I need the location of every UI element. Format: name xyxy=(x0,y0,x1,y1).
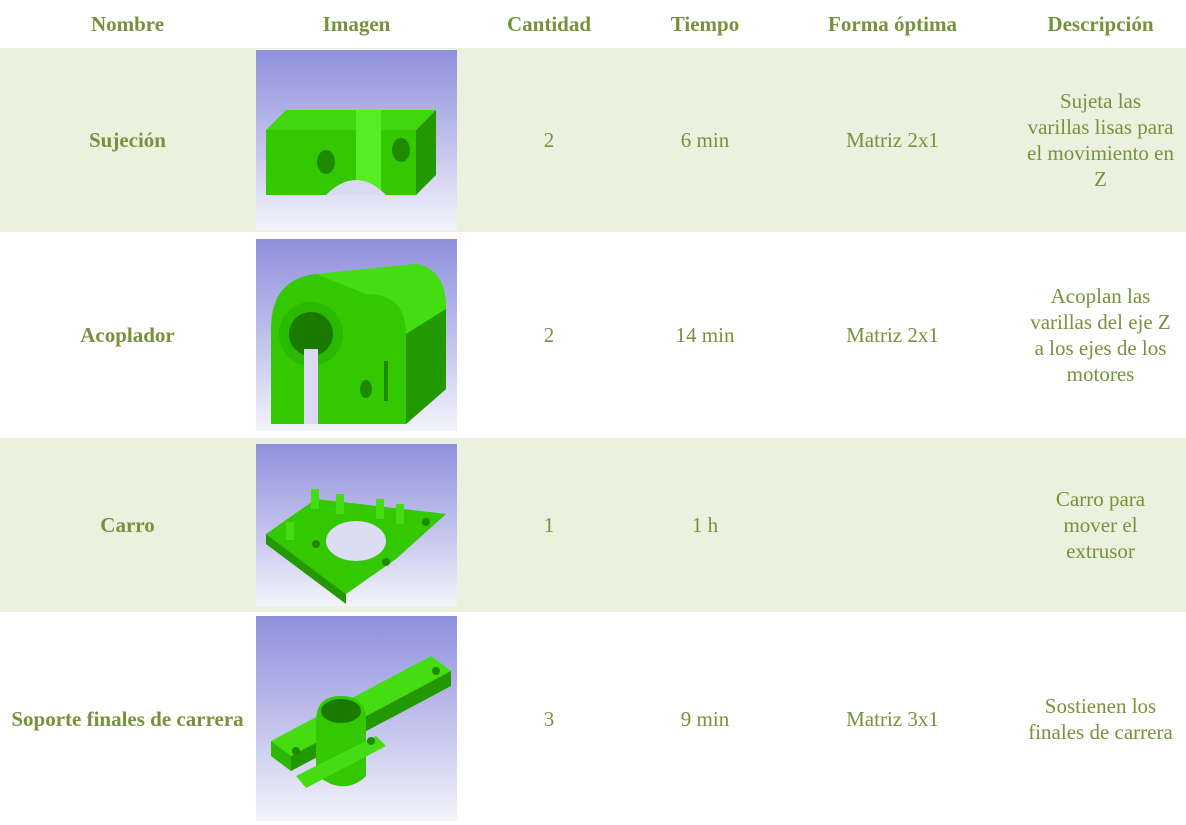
part-image xyxy=(271,656,451,788)
header-cell: Descripción xyxy=(1047,12,1154,36)
header-cell: Cantidad xyxy=(506,12,592,36)
part-image xyxy=(266,110,436,195)
part-image xyxy=(271,264,446,424)
name: Acoplador xyxy=(80,323,175,347)
image-cell xyxy=(255,612,458,825)
quantity: 2 xyxy=(458,48,640,232)
form: Matriz 2x1 xyxy=(770,48,1015,232)
header-cell: Forma óptima xyxy=(828,12,957,36)
name: Carro xyxy=(0,438,255,612)
header-row: Nombre Imagen Cantidad Tiempo Forma ópti… xyxy=(0,0,1186,48)
name: Soporte finales de carrera xyxy=(11,706,244,731)
description: Acoplan las varillas del eje Z a los eje… xyxy=(1030,284,1171,386)
description: Carro para mover el extrusor xyxy=(1015,438,1186,612)
description: Sostienen los finales de carrera xyxy=(1028,693,1173,744)
header-cell: Tiempo xyxy=(670,12,740,36)
name: Sujeción xyxy=(0,48,255,232)
row: Acoplador 2 14 min Matriz 2x1 Acoplan la… xyxy=(0,232,1186,438)
header-cell: Imagen xyxy=(322,12,391,36)
part-image xyxy=(266,489,446,604)
image-cell xyxy=(255,232,458,438)
time: 14 min xyxy=(675,323,735,347)
quantity: 3 xyxy=(543,706,555,731)
header-cell: Nombre xyxy=(90,12,165,36)
row: Sujeción 2 6 min Matriz 2x1 Sujeta las v… xyxy=(0,48,1186,232)
row: Carro 1 1 h Carro para mover el extrusor xyxy=(0,438,1186,612)
image-cell xyxy=(255,48,458,232)
form-empty xyxy=(770,438,1015,612)
form: Matriz 2x1 xyxy=(846,323,939,347)
quantity: 2 xyxy=(543,323,555,347)
description: Sujeta las varillas lisas para el movimi… xyxy=(1015,48,1186,232)
quantity: 1 xyxy=(458,438,640,612)
time: 1 h xyxy=(640,438,770,612)
form: Matriz 3x1 xyxy=(846,706,939,731)
image-cell xyxy=(255,438,458,612)
time: 9 min xyxy=(680,706,730,731)
time: 6 min xyxy=(640,48,770,232)
row: Soporte finales de carrera 3 9 min Matri… xyxy=(0,612,1186,825)
